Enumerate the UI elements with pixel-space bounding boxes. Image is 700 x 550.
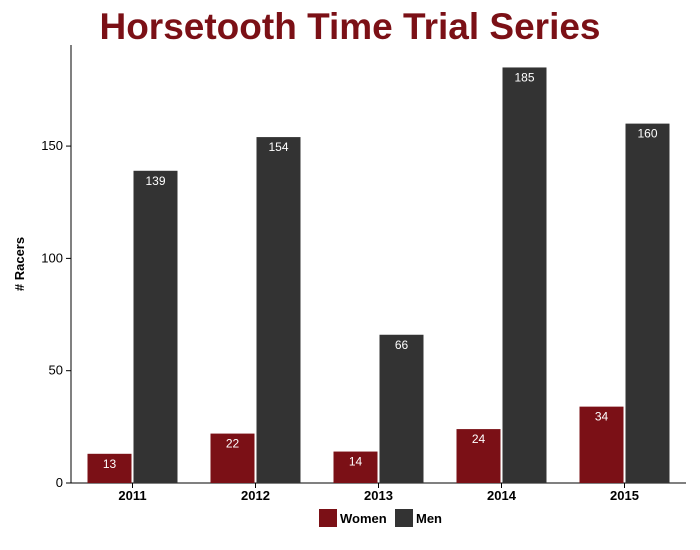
data-label: 13: [103, 457, 117, 471]
y-tick-label: 100: [41, 250, 63, 265]
x-tick-label: 2014: [487, 488, 517, 503]
legend: Women Men: [319, 509, 442, 527]
data-label: 66: [395, 338, 409, 352]
x-tick-label: 2013: [364, 488, 393, 503]
legend-swatch-men: [395, 509, 413, 527]
data-label: 22: [226, 437, 240, 451]
bar-women-2011: [87, 453, 132, 483]
data-label: 34: [595, 410, 609, 424]
bar-men-2014: [502, 67, 547, 483]
bar-women-2013: [333, 451, 378, 483]
data-label: 24: [472, 432, 486, 446]
bar-men-2013: [379, 334, 424, 483]
data-label: 154: [268, 140, 288, 154]
data-label: 160: [637, 127, 657, 141]
legend-swatch-women: [319, 509, 337, 527]
legend-label-women: Women: [340, 511, 387, 526]
bar-women-2014: [456, 429, 501, 483]
plot-marks: 0 50 100 150 2011 13 139 2012 22 154 2013 14 66 2014 2…: [41, 67, 670, 503]
legend-label-men: Men: [416, 511, 442, 526]
y-tick-label: 50: [49, 363, 63, 378]
bar-men-2015: [625, 123, 670, 483]
y-tick-label: 0: [56, 475, 63, 490]
x-tick-label: 2015: [610, 488, 639, 503]
chart-title: Horsetooth Time Trial Series: [99, 6, 601, 47]
bar-women-2012: [210, 433, 255, 483]
y-tick-label: 150: [41, 138, 63, 153]
y-axis-label: # Racers: [12, 237, 27, 291]
bar-men-2011: [133, 170, 178, 484]
bar-women-2015: [579, 406, 624, 483]
bar-men-2012: [256, 137, 301, 484]
data-label: 139: [145, 174, 165, 188]
data-label: 14: [349, 455, 363, 469]
x-tick-label: 2012: [241, 488, 270, 503]
x-tick-label: 2011: [118, 488, 146, 503]
data-label: 185: [514, 70, 534, 84]
